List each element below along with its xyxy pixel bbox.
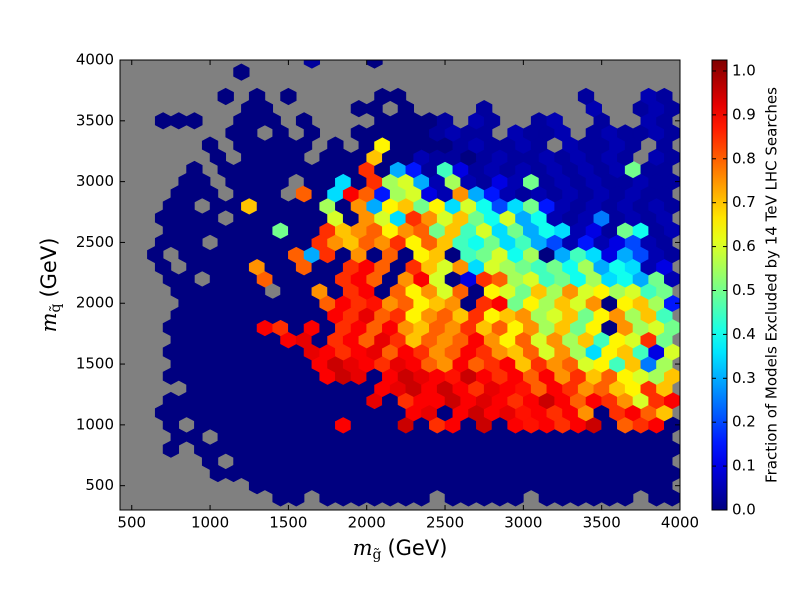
hex-cell (436, 112, 454, 130)
x-tick-label: 500 (117, 514, 146, 532)
colorbar-tick-label: 0.3 (732, 369, 756, 387)
x-tick-label: 4000 (661, 514, 699, 532)
y-tick-label: 1500 (76, 355, 114, 373)
x-label-symbol: m (353, 536, 373, 560)
hex-cell (577, 87, 595, 106)
hex-cell (303, 60, 321, 69)
colorbar-tick-label: 0.6 (732, 237, 756, 255)
y-label-subscript: q̃ (48, 304, 64, 313)
x-tick-label: 1500 (269, 514, 307, 532)
x-tick-label: 3500 (583, 514, 621, 532)
hex-cell (186, 112, 203, 130)
hex-cell (366, 60, 383, 69)
hex-cell (656, 87, 673, 106)
hex-cell (476, 100, 493, 118)
colorbar-tick-label: 0.1 (732, 457, 756, 475)
hex-cell (248, 87, 266, 106)
colorbar-tick-label: 0.8 (732, 149, 756, 167)
colorbar-tick-label: 0.9 (732, 105, 756, 123)
y-label-unit: (GeV) (37, 238, 61, 298)
x-label-unit: (GeV) (387, 536, 447, 560)
hex-cell (201, 136, 219, 154)
x-tick-label: 1000 (191, 514, 229, 532)
colorbar-tick-label: 0.4 (732, 325, 756, 343)
y-tick-label: 1000 (76, 415, 114, 433)
hex-cell (327, 136, 344, 154)
y-tick-label: 500 (85, 476, 114, 494)
colorbar-label: Fraction of Models Excluded by 14 TeV LH… (763, 87, 781, 483)
x-tick-label: 2000 (348, 514, 386, 532)
x-axis-label: mg̃ (GeV) (353, 536, 448, 564)
colorbar-tick-label: 1.0 (732, 61, 756, 79)
y-label-symbol: m (37, 313, 61, 333)
y-tick-label: 2000 (76, 294, 114, 312)
y-axis-label: mq̃ (GeV) (37, 238, 65, 333)
hex-cell (186, 160, 203, 179)
y-tick-label: 3000 (76, 172, 114, 190)
hex-layer (147, 60, 680, 507)
y-tick-label: 2500 (76, 233, 114, 251)
colorbar-tick-label: 0.5 (732, 281, 756, 299)
hex-cell (295, 112, 313, 130)
colorbar (711, 59, 728, 511)
y-tick-label: 4000 (76, 51, 114, 69)
hex-cell (233, 63, 250, 81)
hex-cell (546, 112, 563, 130)
colorbar-tick-label: 0.7 (732, 193, 756, 211)
plot-frame (119, 59, 681, 511)
x-label-subscript: g̃ (373, 547, 382, 563)
y-tick-label: 3500 (76, 111, 114, 129)
hex-cell (217, 87, 234, 106)
hex-cell (280, 87, 297, 106)
x-tick-label: 3000 (504, 514, 542, 532)
x-tick-label: 2500 (426, 514, 464, 532)
colorbar-tick-label: 0.2 (732, 413, 756, 431)
hex-cell (389, 87, 407, 106)
colorbar-tick-label: 0.0 (732, 501, 756, 519)
